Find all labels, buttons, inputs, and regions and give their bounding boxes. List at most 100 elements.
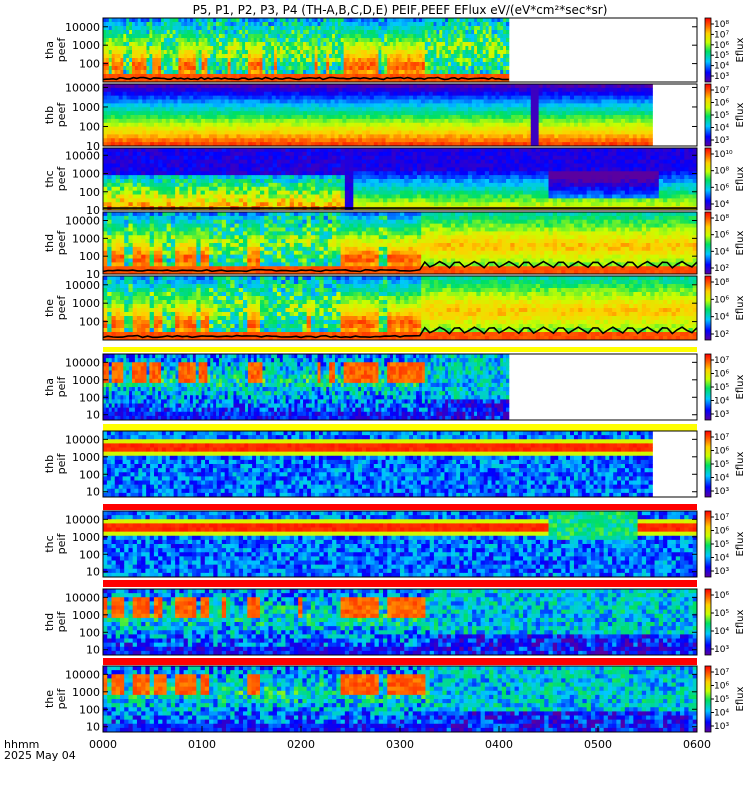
spectrogram-cell <box>228 142 233 147</box>
spectrogram-cell <box>450 66 455 71</box>
spectrogram-cell <box>149 50 153 55</box>
spectrogram-cell <box>165 107 171 112</box>
spectrogram-cell <box>311 87 316 93</box>
spectrogram-cell <box>207 26 211 31</box>
spectrogram-cell <box>163 38 168 43</box>
spectrogram-cell <box>566 126 571 131</box>
spectrogram-cell <box>216 115 222 120</box>
spectrogram-cell <box>279 42 284 47</box>
spectrogram-cell <box>442 18 446 23</box>
spectrogram-cell <box>136 159 142 164</box>
spectrogram-cell <box>558 118 563 124</box>
spectrogram-cell <box>274 46 278 51</box>
spectrogram-cell <box>117 30 121 35</box>
spectrogram-cell <box>322 142 328 147</box>
spectrogram-cell <box>456 62 461 67</box>
spectrogram-cell <box>108 46 113 51</box>
spectrogram-cell <box>212 118 218 124</box>
spectrogram-cell <box>114 84 120 89</box>
spectrogram-cell <box>474 58 478 63</box>
spectrogram-cell <box>314 91 320 97</box>
spectrogram-cell <box>401 126 406 131</box>
spectrogram-cell <box>128 182 134 188</box>
spectrogram-cell <box>475 99 481 104</box>
spectrogram-cell <box>195 70 200 75</box>
spectrogram-cell <box>407 34 411 39</box>
spectrogram-cell <box>256 66 260 71</box>
spectrogram-cell <box>271 118 277 124</box>
spectrogram-cell <box>416 58 420 63</box>
spectrogram-cell <box>227 74 231 79</box>
spectrogram-cell <box>274 22 278 27</box>
spectrogram-cell <box>398 74 403 79</box>
spectrogram-cell <box>475 103 481 108</box>
spectrogram-cell <box>453 42 458 47</box>
spectrogram-cell <box>195 34 200 39</box>
spectrogram-cell <box>145 202 151 207</box>
spectrogram-cell <box>365 130 371 135</box>
spectrogram-cell <box>384 58 388 63</box>
spectrogram-cell <box>314 84 320 89</box>
spectrogram-cell <box>212 115 218 120</box>
spectrogram-cell <box>342 130 347 135</box>
spectrogram-cell <box>558 142 563 147</box>
spectrogram-cell <box>162 186 168 192</box>
spectrogram-cell <box>419 34 423 39</box>
spectrogram-cell <box>119 175 125 180</box>
spectrogram-cell <box>259 42 263 47</box>
spectrogram-cell <box>129 54 133 59</box>
spectrogram-cell <box>175 26 179 31</box>
spectrogram-cell <box>216 138 222 143</box>
spectrogram-cell <box>558 91 563 97</box>
spectrogram-cell <box>366 74 371 79</box>
spectrogram-cell <box>487 138 492 143</box>
spectrogram-cell <box>200 171 206 176</box>
spectrogram-cell <box>365 95 371 100</box>
spectrogram-cell <box>291 111 296 116</box>
spectrogram-cell <box>562 87 567 93</box>
spectrogram-cell <box>154 84 159 89</box>
spectrogram-cell <box>366 38 371 43</box>
spectrogram-cell <box>137 50 142 55</box>
spectrogram-cell <box>329 18 333 23</box>
spectrogram-cell <box>200 167 206 172</box>
spectrogram-cell <box>122 95 127 100</box>
spectrogram-cell <box>259 142 265 147</box>
spectrogram-cell <box>648 122 653 128</box>
spectrogram-cell <box>369 62 374 67</box>
spectrogram-cell <box>593 126 598 131</box>
spectrogram-cell <box>384 46 388 51</box>
spectrogram-cell <box>507 115 512 120</box>
spectrogram-cell <box>146 134 151 139</box>
spectrogram-cell <box>491 107 496 112</box>
spectrogram-cell <box>442 66 446 71</box>
spectrogram-cell <box>303 103 308 108</box>
spectrogram-cell <box>163 54 168 59</box>
spectrogram-cell <box>117 18 121 23</box>
spectrogram-cell <box>149 202 155 207</box>
spectrogram-cell <box>137 42 142 47</box>
spectrogram-cell <box>471 54 475 59</box>
spectrogram-cell <box>143 50 147 55</box>
spectrogram-cell <box>250 62 255 67</box>
spectrogram-cell <box>103 163 108 168</box>
spectrogram-cell <box>566 91 571 97</box>
spectrogram-cell <box>499 99 504 104</box>
spectrogram-cell <box>361 46 365 51</box>
spectrogram-cell <box>187 58 191 63</box>
spectrogram-cell <box>131 74 136 79</box>
spectrogram-cell <box>421 74 426 79</box>
spectrogram-cell <box>279 66 284 71</box>
spectrogram-cell <box>165 138 171 143</box>
spectrogram-cell <box>197 103 202 108</box>
spectrogram-cell <box>297 74 301 79</box>
spectrogram-cell <box>482 46 487 51</box>
spectrogram-cell <box>175 151 180 157</box>
spectrogram-cell <box>267 103 273 108</box>
spectrogram-cell <box>499 142 504 147</box>
spectrogram-cell <box>515 84 520 89</box>
spectrogram-cell <box>105 42 110 47</box>
spectrogram-cell <box>444 103 449 108</box>
spectrogram-cell <box>216 87 222 93</box>
